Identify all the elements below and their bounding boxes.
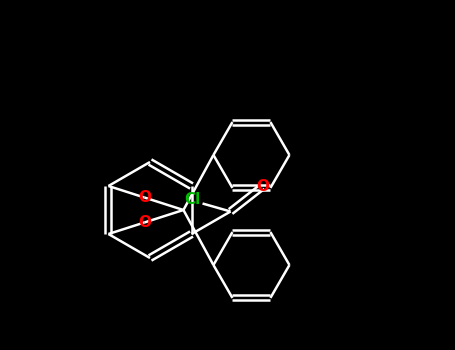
Text: O: O [138,190,151,205]
Text: O: O [256,179,269,194]
Text: Cl: Cl [184,192,201,207]
Text: O: O [138,215,151,230]
